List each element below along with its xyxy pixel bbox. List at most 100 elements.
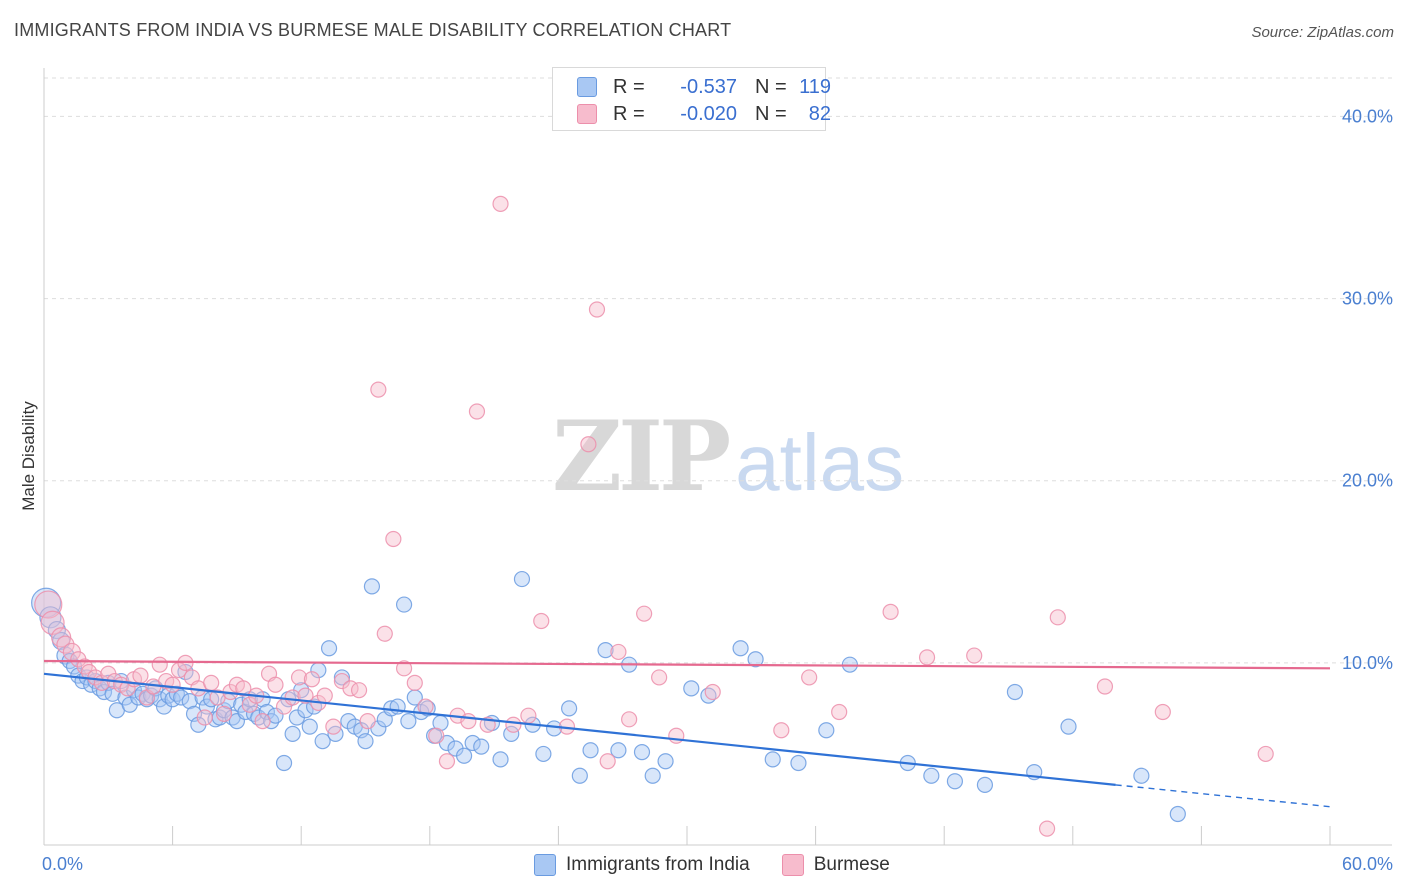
india-point [732,640,749,657]
burmese-point [395,660,413,677]
india-point [1133,767,1150,784]
burmese-point [610,643,627,661]
burmese-point [385,530,402,548]
india-point [333,669,351,686]
india-point [464,734,481,752]
india-point [683,680,700,697]
axes [43,68,1392,846]
watermark: ZIP atlas [552,400,904,513]
burmese-point [267,676,284,693]
india-point [790,754,807,772]
india-point [357,733,374,750]
burmese-n-value: 82 [808,102,831,125]
data-points [31,195,1274,837]
india-point [923,767,940,784]
watermark-zip: ZIP [552,400,731,513]
india-trend-extension [1115,784,1331,808]
burmese-n-label: N = [755,102,787,125]
india-point [582,742,599,759]
india-point [513,570,531,588]
india-trend-line [43,672,1116,786]
india-r-label: R = [613,75,645,98]
legend-row-burmese: R = -0.020 N = 82 [577,101,831,127]
burmese-point [438,753,456,770]
burmese-point [151,656,168,673]
legend-label-burmese: Burmese [813,854,890,875]
india-point [535,745,552,763]
burmese-point [533,612,550,630]
india-point [455,747,473,764]
india-point [976,776,994,793]
burmese-point [316,687,333,704]
burmese-point [831,703,848,721]
india-swatch [577,77,597,97]
gridlines [44,77,1392,664]
india-point [747,651,764,668]
burmese-point [215,705,233,722]
burmese-trend-line [43,659,1331,670]
legend-row-india: R = -0.537 N = 119 [577,74,831,100]
india-point [571,767,588,784]
legend-item-burmese[interactable]: Burmese [781,854,890,876]
burmese-point [460,713,477,730]
burmese-point [801,669,818,686]
burmese-point [297,687,314,704]
burmese-point [284,689,301,706]
burmese-point [132,667,149,684]
burmese-point [428,727,445,744]
india-n-value: 119 [799,75,831,98]
india-point [657,753,674,770]
burmese-point [235,680,252,697]
india-point [177,663,194,681]
y-tick-label: 40.0% [1342,106,1393,126]
correlation-legend: R = -0.537 N = 119 R = -0.020 N = 82 [552,67,831,131]
series-legend: Immigrants from India Burmese [534,852,922,878]
burmese-point [882,603,899,620]
india-point [561,700,578,717]
burmese-point [290,669,308,686]
burmese-point [520,707,537,724]
trend-lines [43,659,1331,808]
burmese-point [196,709,213,726]
burmese-point [254,713,271,730]
india-point [492,751,509,768]
burmese-point [359,713,376,730]
india-point [320,640,338,657]
burmese-point [636,605,653,622]
india-point [597,642,614,659]
y-tick-label: 20.0% [1342,471,1393,491]
burmese-point [588,301,606,318]
y-axis-label: Male Disability [19,401,38,511]
india-n-label: N = [755,75,787,98]
india-point [284,725,301,742]
burmese-point [241,696,258,713]
legend-item-india[interactable]: Immigrants from India [534,854,750,876]
burmese-point [651,669,668,686]
burmese-point [303,671,321,688]
burmese-point [492,195,509,212]
burmese-point [203,674,220,691]
source-credit: Source: ZipAtlas.com [1251,24,1394,41]
burmese-point [56,635,75,654]
india-point [340,713,357,730]
burmese-point [1038,820,1056,837]
burmese-point [376,625,393,642]
burmese-point [1096,678,1114,695]
chart-title: IMMIGRANTS FROM INDIA VS BURMESE MALE DI… [14,20,732,40]
india-point [400,713,417,730]
burmese-point [1257,745,1274,763]
india-point [258,703,276,721]
burmese-point [773,722,790,739]
burmese-point [1154,703,1171,721]
india-point [1006,683,1024,701]
burmese-point [1049,609,1066,626]
india-point [633,744,651,761]
burmese-r-label: R = [613,102,645,125]
legend-swatch-india [534,854,556,876]
y-tick-label: 30.0% [1342,289,1393,309]
india-point [314,733,331,750]
burmese-point [468,403,486,420]
india-point [1060,718,1077,735]
india-point [181,693,198,710]
